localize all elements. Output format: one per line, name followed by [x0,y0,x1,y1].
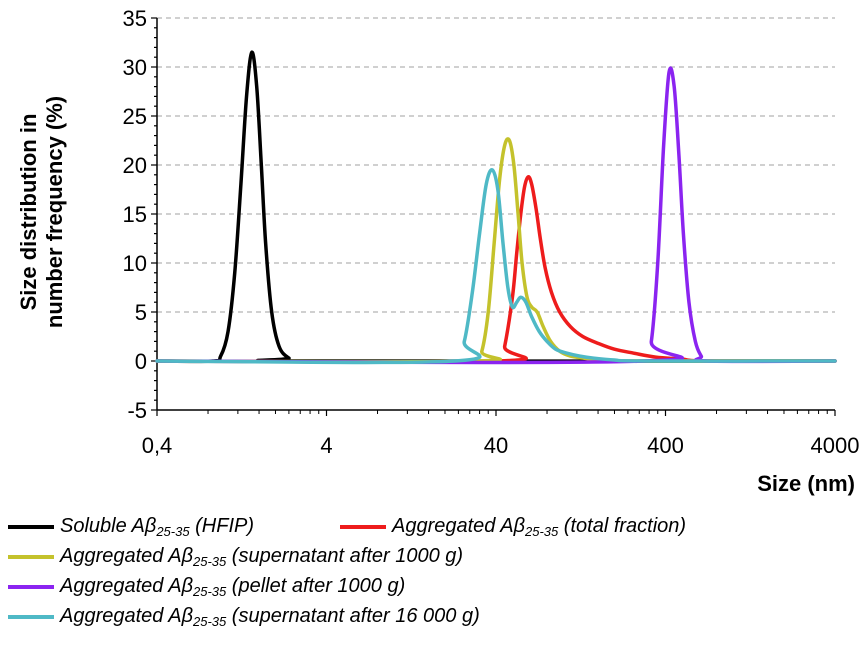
y-tick-label: -5 [127,398,147,423]
y-axis-title-line-1: Size distribution in [16,114,41,311]
size-distribution-chart: -5 0 5 10 15 20 25 30 35 0,4 4 40 400 4000 Size distr… [16,6,860,496]
x-tick-label: 40 [484,433,508,458]
x-tick-label: 4000 [811,433,860,458]
legend-label: Aggregated Aβ25-35 (supernatant after 10… [60,545,464,569]
y-tick-label: 25 [123,104,147,129]
legend: Soluble Aβ25-35 (HFIP) Aggregated Aβ25-3… [8,512,858,632]
legend-item-soluble-hfip: Soluble Aβ25-35 (HFIP) [8,512,254,542]
y-tick-label: 15 [123,202,147,227]
x-tick-label: 400 [647,433,684,458]
legend-label: Aggregated Aβ25-35 (total fraction) [392,515,687,539]
series-line-2 [155,175,837,364]
legend-swatch [8,555,54,559]
series-line-3 [155,137,837,364]
legend-item-supernatant-1000g: Aggregated Aβ25-35 (supernatant after 10… [8,542,463,572]
legend-label: Aggregated Aβ25-35 (supernatant after 16… [60,605,480,629]
gridlines [157,17,835,313]
legend-swatch [340,525,386,529]
legend-item-total-fraction: Aggregated Aβ25-35 (total fraction) [340,512,686,542]
y-tick-label: 0 [135,349,147,374]
legend-label: Aggregated Aβ25-35 (pellet after 1000 g) [60,575,406,599]
y-tick-label: 20 [123,153,147,178]
series-lines [155,50,837,365]
legend-row-2: Aggregated Aβ25-35 (supernatant after 10… [8,542,858,572]
legend-row-3: Aggregated Aβ25-35 (pellet after 1000 g) [8,572,858,602]
y-tick-label: 35 [123,6,147,31]
legend-swatch [8,615,54,619]
tick-labels: -5 0 5 10 15 20 25 30 35 0,4 4 40 400 4000 [123,6,860,458]
legend-swatch [8,525,54,529]
legend-row-1: Soluble Aβ25-35 (HFIP) Aggregated Aβ25-3… [8,512,858,542]
legend-item-supernatant-16000g: Aggregated Aβ25-35 (supernatant after 16… [8,602,480,632]
legend-item-pellet-1000g: Aggregated Aβ25-35 (pellet after 1000 g) [8,572,405,602]
series-line-5 [155,168,837,365]
y-tick-label: 5 [135,300,147,325]
x-tick-label: 0,4 [142,433,173,458]
y-axis-title-line-2: number frequency (%) [42,96,67,328]
y-tick-label: 30 [123,55,147,80]
legend-swatch [8,585,54,589]
y-tick-label: 10 [123,251,147,276]
legend-label: Soluble Aβ25-35 (HFIP) [60,515,254,539]
legend-row-4: Aggregated Aβ25-35 (supernatant after 16… [8,602,858,632]
x-axis-title: Size (nm) [757,471,855,496]
x-tick-label: 4 [320,433,332,458]
